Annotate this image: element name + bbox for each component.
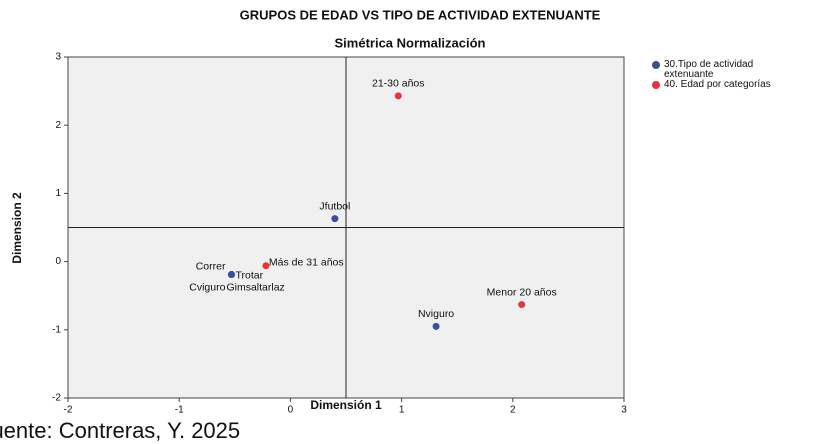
point-label: 21-30 años [372, 78, 425, 90]
x-tick-label: 1 [399, 405, 405, 416]
y-tick-label: 3 [55, 52, 61, 63]
y-tick-label: 2 [55, 120, 61, 131]
point-label: Nviguro [418, 308, 454, 320]
point [518, 301, 526, 309]
x-tick-label: -2 [64, 405, 73, 416]
chart-subtitle: Simétrica Normalización [335, 35, 486, 50]
point [432, 322, 440, 330]
point-label: Gimsaltarlaz [226, 281, 284, 293]
legend-item: 30.Tipo de actividad extenuante [652, 60, 838, 80]
point-label: Más de 31 años [269, 256, 344, 268]
x-tick-label: 3 [621, 405, 627, 416]
chart-title: GRUPOS DE EDAD VS TIPO DE ACTIVIDAD EXTE… [240, 7, 601, 22]
x-axis-label: Dimensión 1 [310, 398, 382, 412]
legend-label: 40. Edad por categorías [664, 79, 771, 90]
point [262, 262, 270, 270]
point [331, 215, 339, 223]
y-tick-label: -1 [52, 324, 61, 335]
point-label: Jfutbol [319, 200, 350, 212]
point [394, 92, 402, 100]
legend-marker [652, 81, 660, 89]
y-tick-label: 1 [55, 188, 61, 199]
point-label: Menor 20 años [487, 286, 557, 298]
x-tick-label: 2 [510, 405, 516, 416]
x-tick-label: -1 [175, 405, 184, 416]
y-tick-label: -2 [52, 393, 61, 404]
point-label: Cviguro [189, 281, 225, 293]
point-label: Trotar [235, 269, 263, 281]
y-tick-label: 0 [55, 256, 61, 267]
point [227, 271, 235, 279]
point-label: Correr [196, 260, 226, 272]
x-tick-label: 0 [288, 405, 294, 416]
legend-label: 30.Tipo de actividad extenuante [664, 59, 754, 80]
legend-item: 40. Edad por categorías [652, 80, 838, 90]
source-note: Fuente: Contreras, Y. 2025 [0, 418, 241, 443]
legend-marker [652, 61, 660, 69]
y-axis-label: Dimension 2 [10, 192, 24, 264]
